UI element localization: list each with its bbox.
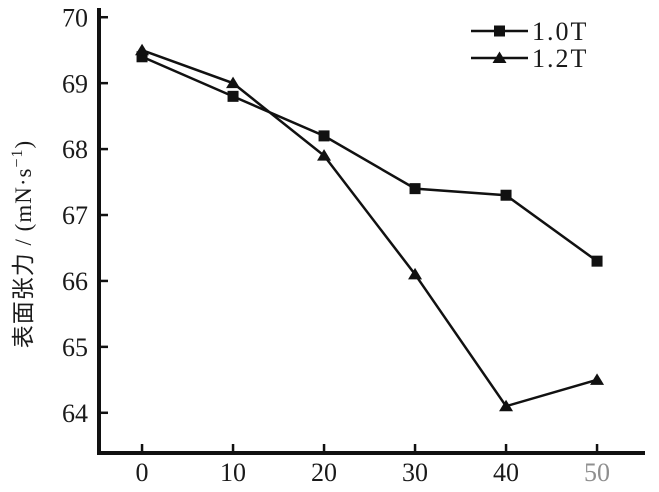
- legend-label: 1.0T: [532, 17, 588, 46]
- x-tick-label: 50: [584, 458, 610, 487]
- legend: 1.0T1.2T: [471, 17, 588, 73]
- data-point-marker: [227, 90, 239, 102]
- y-tick-label: 70: [62, 3, 88, 32]
- legend-label: 1.2T: [532, 44, 588, 73]
- data-point-marker: [317, 149, 332, 161]
- data-point-marker: [136, 51, 148, 63]
- data-point-marker: [590, 373, 605, 385]
- legend-marker: [492, 51, 507, 63]
- data-point-marker: [591, 255, 603, 267]
- x-tick-label: 30: [402, 458, 428, 487]
- y-tick-label: 67: [62, 201, 88, 230]
- data-point-marker: [135, 43, 150, 56]
- x-tick-label: 10: [220, 458, 246, 487]
- x-tick-label: 40: [493, 458, 519, 487]
- series-1.0T: [136, 51, 603, 267]
- y-tick-label: 66: [62, 267, 88, 296]
- y-axis-title: 表面张力 / (mN·s−1): [9, 140, 36, 348]
- data-point-marker: [499, 399, 514, 412]
- data-point-marker: [409, 183, 421, 195]
- data-point-marker: [500, 189, 512, 201]
- data-point-marker: [318, 130, 330, 142]
- x-tick-label: 0: [136, 458, 149, 487]
- data-point-marker: [408, 267, 423, 280]
- legend-item-1.2T: 1.2T: [471, 44, 588, 73]
- series-1.2T: [135, 43, 605, 412]
- y-tick-label: 65: [62, 333, 88, 362]
- series-line: [141, 49, 598, 408]
- y-tick-label: 64: [62, 399, 88, 428]
- x-tick-label: 20: [311, 458, 337, 487]
- legend-marker: [494, 25, 505, 37]
- series-line: [141, 55, 598, 263]
- data-point-marker: [226, 76, 241, 89]
- y-tick-label: 69: [62, 69, 88, 98]
- y-tick-label: 68: [62, 135, 88, 164]
- legend-item-1.0T: 1.0T: [471, 17, 588, 46]
